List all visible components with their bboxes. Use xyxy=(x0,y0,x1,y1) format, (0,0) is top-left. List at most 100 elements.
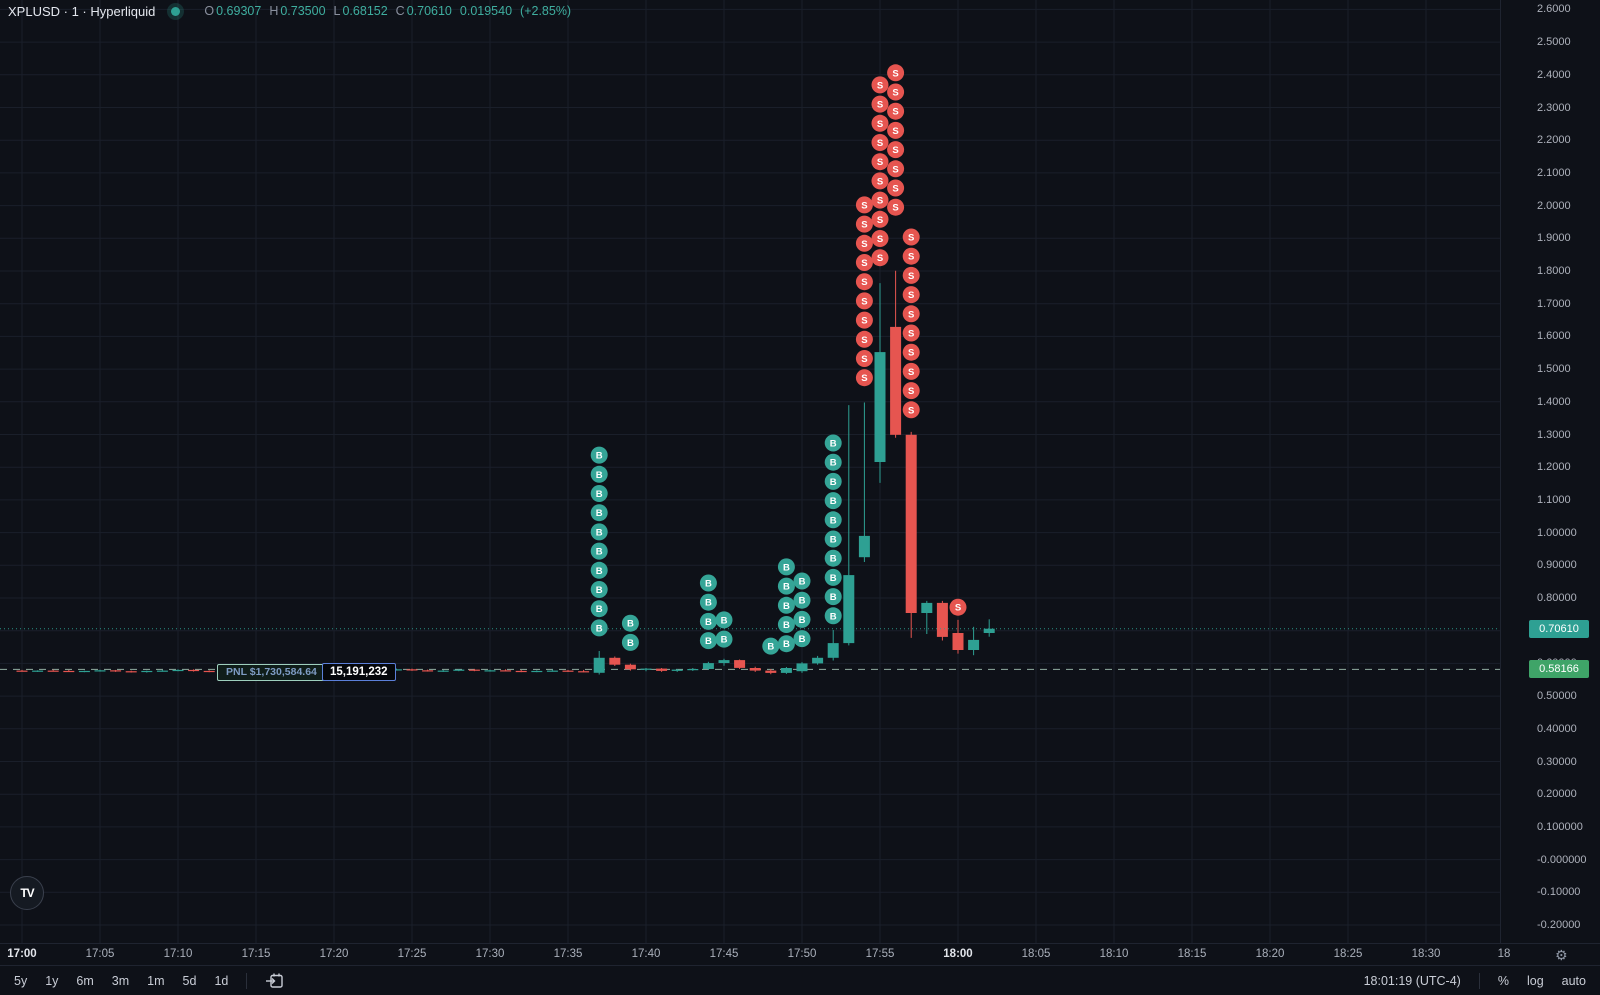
buy-trade-marker[interactable]: B xyxy=(590,485,608,502)
buy-trade-marker[interactable]: B xyxy=(590,581,608,598)
sell-trade-marker[interactable]: S xyxy=(902,324,920,342)
sell-trade-marker[interactable]: S xyxy=(855,292,873,310)
range-1d-button[interactable]: 1d xyxy=(214,973,229,988)
buy-trade-marker[interactable]: B xyxy=(590,561,608,579)
buy-trade-marker[interactable]: B xyxy=(590,619,608,637)
candle-body xyxy=(453,669,465,671)
buy-trade-marker[interactable]: B xyxy=(715,611,733,629)
buy-trade-marker[interactable]: B xyxy=(777,558,795,576)
sell-trade-marker[interactable]: S xyxy=(949,598,967,616)
buy-trade-marker[interactable]: B xyxy=(793,572,811,590)
svg-text:B: B xyxy=(783,639,790,650)
range-3m-button[interactable]: 3m xyxy=(111,973,130,988)
sell-trade-marker[interactable]: S xyxy=(871,249,889,267)
sell-trade-marker[interactable]: S xyxy=(887,179,905,197)
buy-trade-marker[interactable]: B xyxy=(824,472,842,490)
buy-trade-marker[interactable]: B xyxy=(824,530,842,548)
symbol-title[interactable]: XPLUSD · 1 · Hyperliquid xyxy=(8,3,156,19)
sell-trade-marker[interactable]: S xyxy=(887,141,905,159)
sell-trade-marker[interactable]: S xyxy=(887,121,905,139)
buy-trade-marker[interactable]: B xyxy=(824,549,842,567)
clock[interactable]: 18:01:19 (UTC-4) xyxy=(1363,973,1461,988)
sell-trade-marker[interactable]: S xyxy=(855,369,873,387)
sell-trade-marker[interactable]: S xyxy=(871,76,889,94)
buy-trade-marker[interactable]: B xyxy=(777,577,795,595)
sell-trade-marker[interactable]: S xyxy=(902,382,920,400)
sell-trade-marker[interactable]: S xyxy=(855,254,873,271)
buy-trade-marker[interactable]: B xyxy=(621,633,639,651)
buy-trade-marker[interactable]: B xyxy=(824,511,842,529)
auto-scale-button[interactable]: auto xyxy=(1561,973,1586,988)
sell-trade-marker[interactable]: S xyxy=(887,83,905,101)
buy-trade-marker[interactable]: B xyxy=(590,504,608,522)
range-6m-button[interactable]: 6m xyxy=(76,973,94,988)
buy-trade-marker[interactable]: B xyxy=(793,591,811,609)
buy-trade-marker[interactable]: B xyxy=(590,542,608,560)
buy-trade-marker[interactable]: B xyxy=(777,596,795,614)
buy-trade-marker[interactable]: B xyxy=(699,632,717,650)
range-5y-button[interactable]: 5y xyxy=(14,973,28,988)
log-scale-button[interactable]: log xyxy=(1526,973,1544,988)
buy-trade-marker[interactable]: B xyxy=(762,637,780,655)
sell-trade-marker[interactable]: S xyxy=(871,114,889,132)
buy-trade-marker[interactable]: B xyxy=(590,465,608,483)
buy-trade-marker[interactable]: B xyxy=(793,630,811,648)
buy-trade-marker[interactable]: B xyxy=(590,446,608,464)
position-quantity-button[interactable]: 15,191,232 xyxy=(322,663,396,681)
sell-trade-marker[interactable]: S xyxy=(887,198,905,216)
sell-trade-marker[interactable]: S xyxy=(887,64,905,82)
buy-trade-marker[interactable]: B xyxy=(699,612,717,630)
range-5d-button[interactable]: 5d xyxy=(182,973,197,988)
buy-trade-marker[interactable]: B xyxy=(777,616,795,633)
sell-trade-marker[interactable]: S xyxy=(871,134,889,151)
sell-trade-marker[interactable]: S xyxy=(871,230,889,247)
buy-trade-marker[interactable]: B xyxy=(715,630,733,648)
sell-trade-marker[interactable]: S xyxy=(855,273,873,291)
sell-trade-marker[interactable]: S xyxy=(855,196,873,214)
percent-scale-button[interactable]: % xyxy=(1497,973,1509,988)
buy-trade-marker[interactable]: B xyxy=(777,635,795,653)
sell-trade-marker[interactable]: S xyxy=(855,234,873,252)
range-1y-button[interactable]: 1y xyxy=(45,973,59,988)
buy-trade-marker[interactable]: B xyxy=(793,610,811,628)
sell-trade-marker[interactable]: S xyxy=(855,350,873,367)
sell-trade-marker[interactable]: S xyxy=(887,160,905,178)
buy-trade-marker[interactable]: B xyxy=(824,588,842,606)
go-to-date-icon[interactable] xyxy=(265,972,284,989)
price-axis[interactable]: -0.20000 -0.10000 -0.000000 0.100000 0.20000… xyxy=(1500,0,1600,963)
buy-trade-marker[interactable]: B xyxy=(824,492,842,510)
range-1m-button[interactable]: 1m xyxy=(147,973,165,988)
buy-trade-marker[interactable]: B xyxy=(590,600,608,618)
sell-trade-marker[interactable]: S xyxy=(902,362,920,380)
sell-trade-marker[interactable]: S xyxy=(902,305,920,323)
gear-icon[interactable]: ⚙ xyxy=(1555,947,1568,963)
sell-trade-marker[interactable]: S xyxy=(871,153,889,171)
sell-trade-marker[interactable]: S xyxy=(871,210,889,228)
position-pnl-label[interactable]: PNL $1,730,584.64 xyxy=(217,664,326,681)
buy-trade-marker[interactable]: B xyxy=(824,607,842,625)
buy-trade-marker[interactable]: B xyxy=(621,614,639,632)
sell-trade-marker[interactable]: S xyxy=(902,266,920,284)
sell-trade-marker[interactable]: S xyxy=(855,330,873,348)
buy-trade-marker[interactable]: B xyxy=(824,568,842,586)
buy-trade-marker[interactable]: B xyxy=(699,593,717,611)
sell-trade-marker[interactable]: S xyxy=(871,172,889,190)
buy-trade-marker[interactable]: B xyxy=(590,523,608,541)
sell-trade-marker[interactable]: S xyxy=(871,95,889,113)
sell-trade-marker[interactable]: S xyxy=(887,102,905,120)
sell-trade-marker[interactable]: S xyxy=(902,401,920,419)
buy-trade-marker[interactable]: B xyxy=(824,434,842,452)
sell-trade-marker[interactable]: S xyxy=(902,247,920,265)
sell-trade-marker[interactable]: S xyxy=(902,343,920,361)
buy-trade-marker[interactable]: B xyxy=(699,574,717,592)
buy-trade-marker[interactable]: B xyxy=(824,453,842,471)
price-tick-label: 1.9000 xyxy=(1537,232,1571,245)
sell-trade-marker[interactable]: S xyxy=(855,311,873,329)
time-axis[interactable]: 17:00 17:05 17:10 17:15 17:20 17:25 17:30 17:35… xyxy=(0,943,1600,966)
sell-trade-marker[interactable]: S xyxy=(902,286,920,304)
sell-trade-marker[interactable]: S xyxy=(871,191,889,209)
tradingview-logo[interactable]: TV xyxy=(10,876,44,910)
sell-trade-marker[interactable]: S xyxy=(902,228,920,246)
sell-trade-marker[interactable]: S xyxy=(855,215,873,233)
